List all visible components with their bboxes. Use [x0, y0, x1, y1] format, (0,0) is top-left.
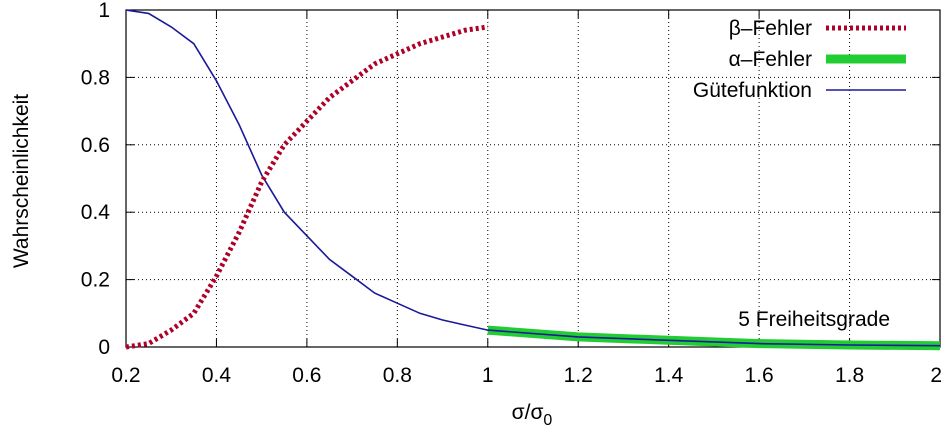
x-axis-label-subscript: 0: [543, 412, 552, 429]
series-line-1: [487, 325, 941, 351]
y-axis-label: Wahrscheinlichkeit: [10, 94, 33, 268]
legend-label: Gütefunktion: [693, 79, 812, 102]
legend-label: α–Fehler: [729, 48, 812, 71]
x-tick-label: 1.2: [564, 364, 593, 387]
x-tick-label: 1: [482, 364, 494, 387]
y-tick-label: 0.4: [81, 201, 111, 224]
x-tick-label: 1.8: [835, 364, 864, 387]
x-tick-label: 1.4: [654, 364, 684, 387]
legend-label: β–Fehler: [729, 17, 812, 40]
plot-border: [125, 9, 941, 348]
x-tick-label: 0.2: [111, 364, 140, 387]
x-tick-label: 0.6: [292, 364, 321, 387]
legend: β–Fehler α–Fehler Gütefunktion: [693, 17, 906, 102]
grid: [126, 10, 940, 347]
x-tick-label: 0.8: [383, 364, 412, 387]
y-tick-label: 0: [98, 336, 110, 359]
series-layer: [125, 9, 941, 351]
y-tick-label: 0.8: [81, 66, 110, 89]
annotation-text: 5 Freiheitsgrade: [738, 308, 890, 331]
plot-frame: [125, 9, 941, 348]
x-axis-label: σ/σ0: [512, 401, 553, 429]
x-tick-label: 2: [930, 364, 942, 387]
x-tick-label: 0.4: [202, 364, 232, 387]
series-line-2: [125, 9, 941, 347]
y-tick-label: 1: [98, 0, 110, 22]
series-line-0: [125, 24, 489, 350]
x-axis-label-main: σ/σ: [512, 401, 544, 424]
y-tick-label: 0.6: [81, 134, 110, 157]
y-tick-label: 0.2: [81, 269, 110, 292]
axis-ticks: 00.20.40.60.810.2 0.4 0.6 0.8 1 1.2 1.4 1.6 1.8 2: [81, 0, 942, 387]
x-tick-label: 1.6: [745, 364, 774, 387]
